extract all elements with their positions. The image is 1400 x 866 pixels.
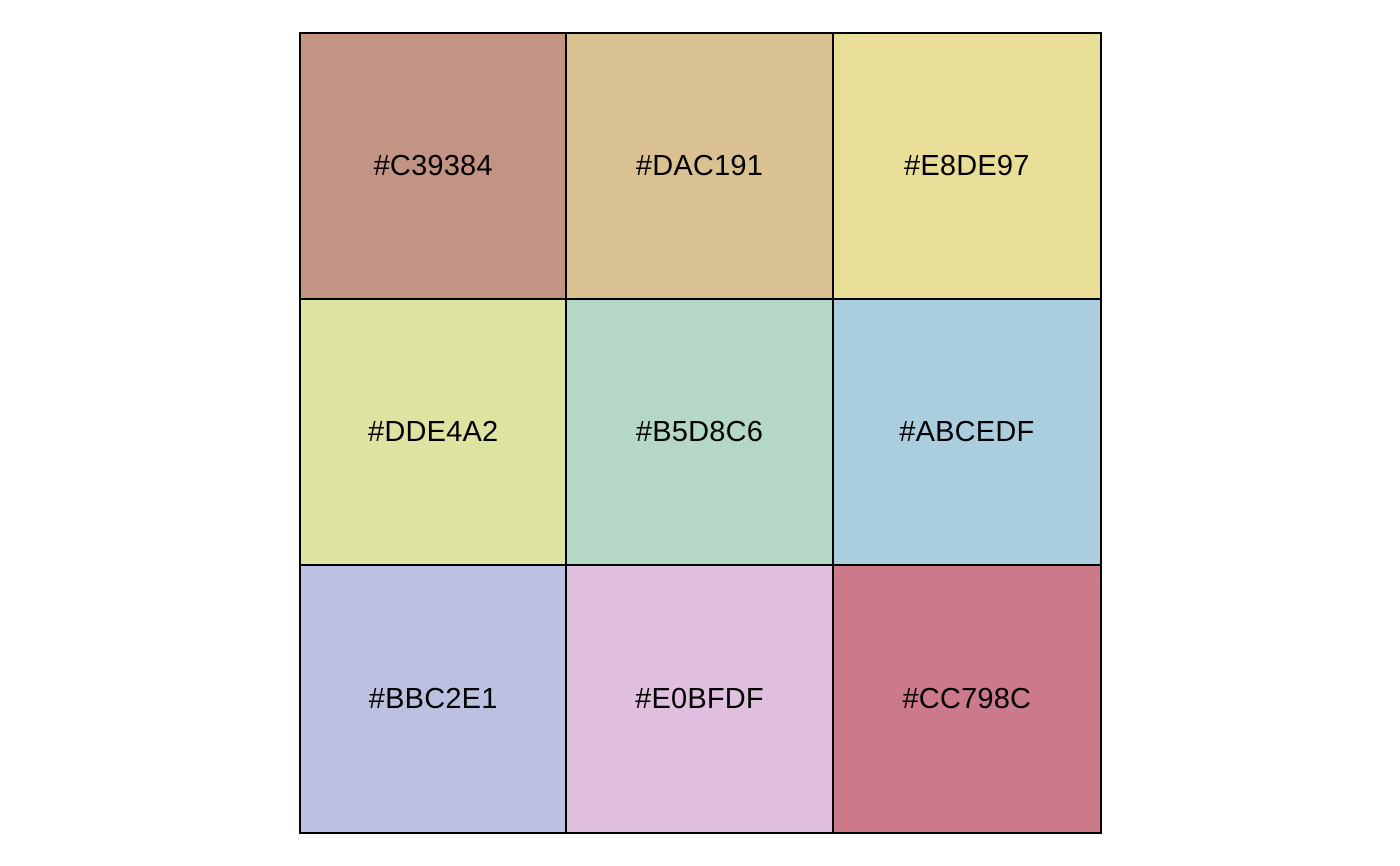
swatch-label: #B5D8C6 <box>635 415 764 448</box>
swatch: #CC798C <box>833 566 1100 832</box>
swatch: #E8DE97 <box>833 34 1100 300</box>
swatch-label: #E8DE97 <box>904 149 1030 182</box>
swatch: #B5D8C6 <box>567 300 834 566</box>
swatch: #C39384 <box>301 34 568 300</box>
swatch-label: #BBC2E1 <box>368 682 498 715</box>
swatch-label: #DAC191 <box>635 149 764 182</box>
swatch: #BBC2E1 <box>301 566 568 832</box>
swatch-label: #E0BFDF <box>635 682 764 715</box>
swatch-label: #DDE4A2 <box>367 415 499 448</box>
swatch: #ABCEDF <box>833 300 1100 566</box>
swatch: #DAC191 <box>567 34 834 300</box>
swatch: #DDE4A2 <box>301 300 568 566</box>
swatch-label: #C39384 <box>373 149 493 182</box>
swatch-label: #ABCEDF <box>899 415 1035 448</box>
swatch: #E0BFDF <box>567 566 834 832</box>
swatch-label: #CC798C <box>902 682 1032 715</box>
color-swatch-grid: #C39384 #DAC191 #E8DE97 #DDE4A2 #B5D8C6 … <box>299 32 1102 834</box>
